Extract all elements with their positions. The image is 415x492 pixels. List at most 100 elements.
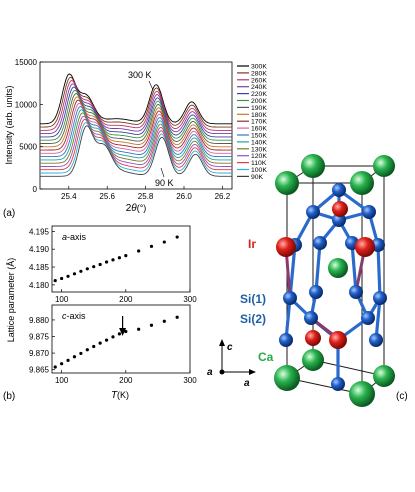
xrd-series-line <box>40 93 232 144</box>
xrd-series-line <box>40 86 232 138</box>
xrd-y-tick-label: 0 <box>33 185 38 194</box>
panel-label-c: (c) <box>396 391 408 402</box>
xrd-x-tick-label: 25.6 <box>99 192 115 201</box>
ir-atom <box>276 237 296 257</box>
lattice-data-point <box>175 315 179 319</box>
transition-arrow-head <box>119 328 127 336</box>
unit-cell-frame <box>286 165 385 395</box>
lattice-data-point <box>72 272 77 276</box>
xrd-series-line <box>40 125 232 177</box>
annotation-90k-leader <box>160 167 165 178</box>
lattice-data-point <box>104 260 109 264</box>
lattice-a-axis-name: a-axis <box>62 232 87 242</box>
lattice-c-axis-letter: c <box>62 311 67 321</box>
lattice-a-frame <box>51 225 191 293</box>
lattice-y-tick-label: 9.880 <box>29 316 50 325</box>
xrd-legend: 300K280K260K240K220K200K190K180K170K160K… <box>237 64 267 181</box>
xrd-legend-label: 100K <box>251 167 267 174</box>
xrd-legend-label: 90K <box>251 174 264 181</box>
xrd-legend-label: 260K <box>251 77 267 84</box>
axis-a-out-of-plane-dot <box>219 369 225 375</box>
lattice-data-point <box>162 319 166 323</box>
lattice-y-tick-label: 9.865 <box>29 366 50 375</box>
si-atom <box>279 333 293 347</box>
xrd-series-line <box>40 122 232 174</box>
si-atom <box>313 236 327 250</box>
xrd-legend-label: 300K <box>251 64 267 71</box>
xrd-x-ticks: 25.4 25.6 25.8 26.0 26.2 <box>61 186 231 201</box>
lattice-data-point <box>111 258 115 262</box>
lattice-c-y-ticks: 9.865 9.870 9.875 9.880 <box>29 316 55 375</box>
xrd-y-ticks: 0 5000 10000 15000 <box>15 58 43 194</box>
si-atom <box>332 183 346 197</box>
crystal-structure: Ir Si(1) Si(2) Ca <box>240 154 395 407</box>
axis-a2-label: a <box>244 378 250 389</box>
annotation-300k-leader <box>148 80 154 91</box>
ca-atom <box>373 155 395 177</box>
ca-atom <box>350 171 374 195</box>
si-atom <box>361 311 375 325</box>
lattice-data-point <box>175 235 179 239</box>
lattice-data-point <box>85 348 89 352</box>
xrd-series-line <box>40 118 232 171</box>
lattice-x-tick-label: 200 <box>119 295 133 304</box>
xrd-y-tick-label: 15000 <box>15 58 38 67</box>
xrd-legend-label: 170K <box>251 119 267 126</box>
xrd-legend-label: 140K <box>251 139 267 146</box>
xrd-series-line <box>40 80 232 131</box>
xrd-legend-label: 130K <box>251 146 267 153</box>
axis-c-arrowhead <box>219 339 225 346</box>
annotation-300k: 300 K <box>128 70 152 80</box>
lattice-y-tick-label: 4.195 <box>29 227 50 236</box>
lattice-c-x-ticks: 100 200 300 <box>55 370 197 385</box>
lattice-data-point <box>79 351 83 356</box>
ir-bonds <box>284 243 380 342</box>
panel-label-b: (b) <box>3 391 15 402</box>
lattice-a-y-ticks: 4.180 4.185 4.190 4.195 <box>29 227 55 290</box>
si-atom <box>373 291 387 305</box>
xrd-x-tick-label: 25.8 <box>138 192 154 201</box>
lattice-data-point <box>79 269 83 273</box>
xrd-legend-label: 190K <box>251 105 267 112</box>
si-atom <box>331 377 345 391</box>
lattice-data-point <box>60 276 64 281</box>
xrd-x-tick-label: 25.4 <box>61 192 77 201</box>
si-atom <box>309 285 323 299</box>
lattice-y-tick-label: 4.180 <box>29 281 50 290</box>
xrd-y-axis-label: Intensity (arb. units) <box>4 85 14 164</box>
lattice-a-axis-letter: a <box>62 232 67 242</box>
lattice-x-unit: (K) <box>117 390 129 400</box>
lattice-data-point <box>149 323 154 327</box>
xrd-x-tick-label: 26.2 <box>215 192 231 201</box>
lattice-a-axis-suffix: -axis <box>67 232 87 242</box>
lattice-data-point <box>137 327 141 331</box>
ir-atom <box>305 330 321 346</box>
lattice-data-point <box>104 338 109 342</box>
xrd-series-line <box>40 115 232 167</box>
xrd-legend-label: 180K <box>251 112 267 119</box>
xrd-x-tick-label: 26.0 <box>176 192 192 201</box>
xrd-series-line <box>40 102 232 154</box>
lattice-data-point <box>111 335 115 339</box>
xrd-legend-label: 160K <box>251 126 267 133</box>
lattice-x-symbol: T <box>111 390 118 401</box>
xrd-legend-label: 110K <box>251 160 267 167</box>
lattice-data-point <box>53 365 57 369</box>
ca-atom <box>349 381 375 407</box>
panel-label-a: (a) <box>3 208 15 219</box>
label-si1: Si(1) <box>240 292 266 306</box>
lattice-data-point <box>92 265 96 269</box>
lattice-data-point <box>162 240 166 244</box>
xrd-legend-label: 240K <box>251 84 267 91</box>
xrd-series-line <box>40 106 232 158</box>
lattice-x-tick-label: 200 <box>119 376 133 385</box>
lattice-data-point <box>53 278 57 283</box>
lattice-data-point <box>137 249 141 253</box>
xrd-x-unit: (°) <box>137 203 147 213</box>
xrd-series-line <box>40 83 232 135</box>
lattice-a-points <box>53 235 179 283</box>
lattice-x-axis-label: T(K) <box>111 390 129 401</box>
axis-c-label: c <box>227 342 233 353</box>
xrd-x-theta: θ <box>131 203 137 214</box>
